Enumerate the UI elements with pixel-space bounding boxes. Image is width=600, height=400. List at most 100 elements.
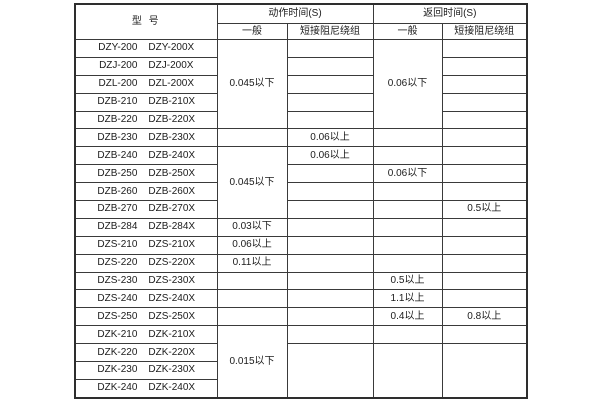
cell-action-damping [286,200,374,219]
table-row: DZB-230 DZB-230X 0.06以上 [74,128,528,148]
table-row: DZB-240 DZB-240X 0.045以下 0.06以上 [74,146,528,219]
cell-return-damping: 0.5以上 [441,200,528,219]
cell-action-damping [286,271,374,291]
table-row: DZK-240 DZK-240X [74,378,527,399]
model-cell: DZB-260 DZB-260X [74,182,218,202]
model-name-primary: DZB-270 [97,203,138,215]
cell-return-damping [441,110,528,130]
cell-return-damping [441,74,528,94]
model-cell: DZB-284 DZB-284X [74,217,218,237]
model-name-variant: DZB-230X [148,131,196,143]
model-cell: DZK-230 DZK-230X [74,361,218,380]
table-row: DZB-210 DZB-210X [74,92,528,112]
cell-return-general: 1.1以上 [372,289,443,309]
model-cell: DZB-220 DZB-220X [74,110,218,130]
model-cell: DZK-240 DZK-240X [74,378,218,399]
model-name-primary: DZY-200 [98,42,138,54]
table-row: DZB-270 DZB-270X 0.5以上 [74,200,528,219]
model-cell: DZY-200 DZY-200X [74,39,218,58]
model-name-variant: DZB-220X [148,114,196,125]
model-name-variant: DZS-230X [148,275,196,287]
table-row: DZS-230 DZS-230X 0.5以上 [74,271,528,291]
table-row: DZS-240 DZS-240X 1.1以上 [74,289,528,309]
model-name-primary: DZS-230 [97,275,138,287]
model-name-variant: DZY-200X [148,42,195,54]
table-row: DZY-200 DZY-200X 0.045以下 0.06以下 [74,38,528,130]
cell-return-damping [441,325,528,345]
model-name-primary: DZB-220 [97,114,138,125]
model-name-primary: DZK-240 [97,382,138,394]
header-action-damping: 短接阻尼绕组 [286,23,374,40]
model-name-primary: DZK-210 [97,328,138,340]
model-name-variant: DZB-270X [148,203,196,215]
header-return-time: 返回时间(S) [372,3,528,24]
header-return-damping: 短接阻尼绕组 [441,23,528,40]
cell-return-damping [441,343,528,399]
table-row: DZB-250 DZB-250X 0.06以下 [74,164,528,184]
model-cell: DZS-240 DZS-240X [74,289,218,309]
model-cell: DZK-210 DZK-210X [74,325,218,345]
model-name-primary: DZL-200 [98,78,138,90]
model-name-primary: DZS-220 [97,257,138,269]
model-name-variant: DZJ-200X [148,60,194,72]
model-name-variant: DZB-240X [148,149,196,161]
model-name-variant: DZK-210X [148,328,196,340]
model-name-variant: DZB-210X [148,96,196,108]
cell-return-damping [441,182,528,202]
cell-action-damping [286,182,374,202]
cell-return-general [372,200,443,219]
cell-action-damping [286,253,374,273]
model-cell: DZS-250 DZS-250X [74,307,218,327]
cell-return-general [372,325,443,345]
cell-action-damping: 0.06以上 [286,128,374,148]
cell-return-damping [441,235,528,255]
cell-action-damping [286,39,374,58]
cell-return-damping: 0.8以上 [441,307,528,327]
model-name-primary: DZS-250 [97,310,138,322]
cell-return-general: 0.06以下 [372,164,443,184]
cell-action-general: 0.015以下 [216,325,288,399]
cell-action-damping [286,217,374,237]
cell-return-damping [441,164,528,184]
model-cell: DZB-270 DZB-270X [74,200,218,219]
table-header-row-subs: 一般 短接阻尼绕组 一般 短接阻尼绕组 [75,23,528,40]
model-name-variant: DZS-220X [148,257,196,269]
model-name-variant: DZS-210X [148,239,196,251]
cell-action-damping [286,56,374,76]
model-name-primary: DZB-240 [97,149,138,161]
model-name-primary: DZK-230 [97,364,138,376]
table-row: DZK-210 DZK-210X 0.015以下 [74,325,528,399]
model-cell: DZS-210 DZS-210X [74,235,218,255]
cell-action-damping [286,92,374,112]
cell-return-general [372,217,443,237]
cell-action-general [216,271,288,291]
model-name-primary: DZJ-200 [99,60,138,72]
cell-return-general [372,343,443,399]
model-name-primary: DZS-210 [97,239,138,251]
model-cell: DZK-220 DZK-220X [74,343,218,363]
table-row: DZL-200 DZL-200X [74,74,528,94]
cell-action-general [216,128,288,148]
table-row: DZS-250 DZS-250X 0.4以上 0.8以上 [74,307,528,327]
header-action-general: 一般 [216,23,288,40]
header-model: 型 号 [74,3,218,40]
cell-action-damping [286,325,374,345]
cell-return-damping [441,253,528,273]
table-row: DZK-230 DZK-230X [74,361,527,380]
model-name-primary: DZB-250 [97,167,138,179]
cell-action-general: 0.03以下 [216,217,288,237]
model-name-variant: DZB-250X [148,167,196,179]
table-row: DZB-220 DZB-220X [74,110,528,130]
model-name-primary: DZB-210 [97,96,138,108]
model-cell: DZB-230 DZB-230X [74,128,218,148]
cell-return-general [372,253,443,273]
cell-return-general: 0.4以上 [372,307,443,327]
cell-action-damping [286,307,374,327]
cell-return-general: 0.5以上 [372,271,443,291]
table-row: DZK-220 DZK-220X [74,343,528,399]
table-row: DZB-284 DZB-284X 0.03以下 [74,217,528,237]
model-name-variant: DZS-250X [148,310,196,322]
header-return-general: 一般 [372,23,443,40]
table-row: DZS-220 DZS-220X 0.11以上 [74,253,528,273]
model-name-variant: DZS-240X [148,292,196,304]
